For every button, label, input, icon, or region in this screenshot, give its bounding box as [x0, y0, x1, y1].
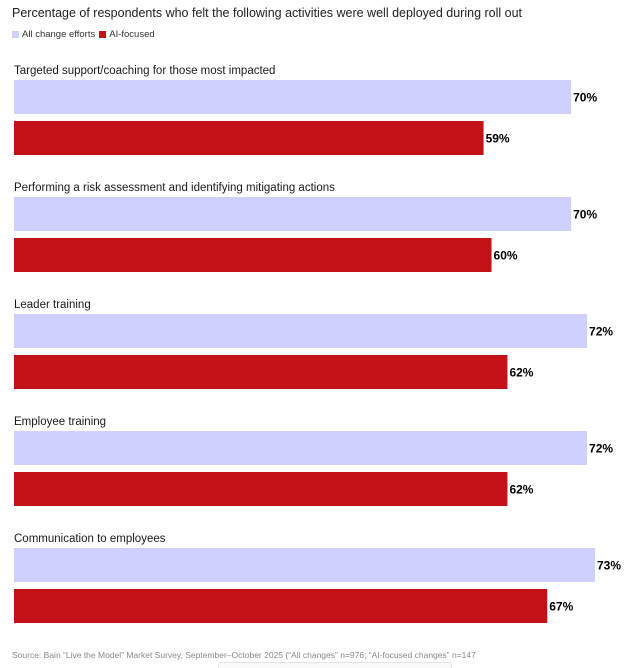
bar-ai-focused-1 [14, 238, 492, 272]
data-label-ai-focused-4: 67% [549, 600, 573, 614]
scroll-hint-bar [218, 662, 452, 668]
bar-chart: Targeted support/coaching for those most… [14, 65, 621, 623]
legend-swatch-all-change [12, 31, 19, 38]
chart-legend: All change efforts AI-focused [12, 29, 159, 40]
data-label-ai-focused-0: 59% [486, 132, 510, 146]
category-label-1: Performing a risk assessment and identif… [14, 182, 335, 194]
bar-ai-focused-4 [14, 589, 548, 623]
legend-item-ai-focused: AI-focused [99, 29, 155, 40]
data-label-ai-focused-1: 60% [494, 249, 518, 263]
legend-item-all-change: All change efforts [12, 29, 95, 40]
category-label-0: Targeted support/coaching for those most… [14, 65, 275, 77]
data-label-all-change-0: 70% [573, 91, 597, 105]
bar-all-change-2 [14, 314, 588, 348]
data-label-all-change-3: 72% [589, 442, 613, 456]
category-label-3: Employee training [14, 416, 106, 428]
bar-all-change-0 [14, 80, 572, 114]
bar-all-change-4 [14, 548, 595, 582]
data-label-ai-focused-2: 62% [509, 366, 533, 380]
category-label-2: Leader training [14, 299, 91, 311]
data-label-ai-focused-3: 62% [509, 483, 533, 497]
chart-title: Percentage of respondents who felt the f… [12, 6, 523, 20]
data-label-all-change-1: 70% [573, 208, 597, 222]
data-label-all-change-4: 73% [597, 559, 621, 573]
legend-label-ai-focused: AI-focused [109, 29, 155, 40]
legend-swatch-ai-focused [99, 31, 107, 38]
legend-label-all-change: All change efforts [22, 29, 96, 40]
source-note: Source: Bain “Live the Model” Market Sur… [12, 650, 476, 660]
bar-ai-focused-3 [14, 472, 508, 506]
category-label-4: Communication to employees [14, 533, 166, 545]
bar-all-change-3 [14, 431, 588, 465]
bar-ai-focused-0 [14, 121, 484, 155]
data-label-all-change-2: 72% [589, 325, 613, 339]
bar-all-change-1 [14, 197, 572, 231]
bar-ai-focused-2 [14, 355, 508, 389]
